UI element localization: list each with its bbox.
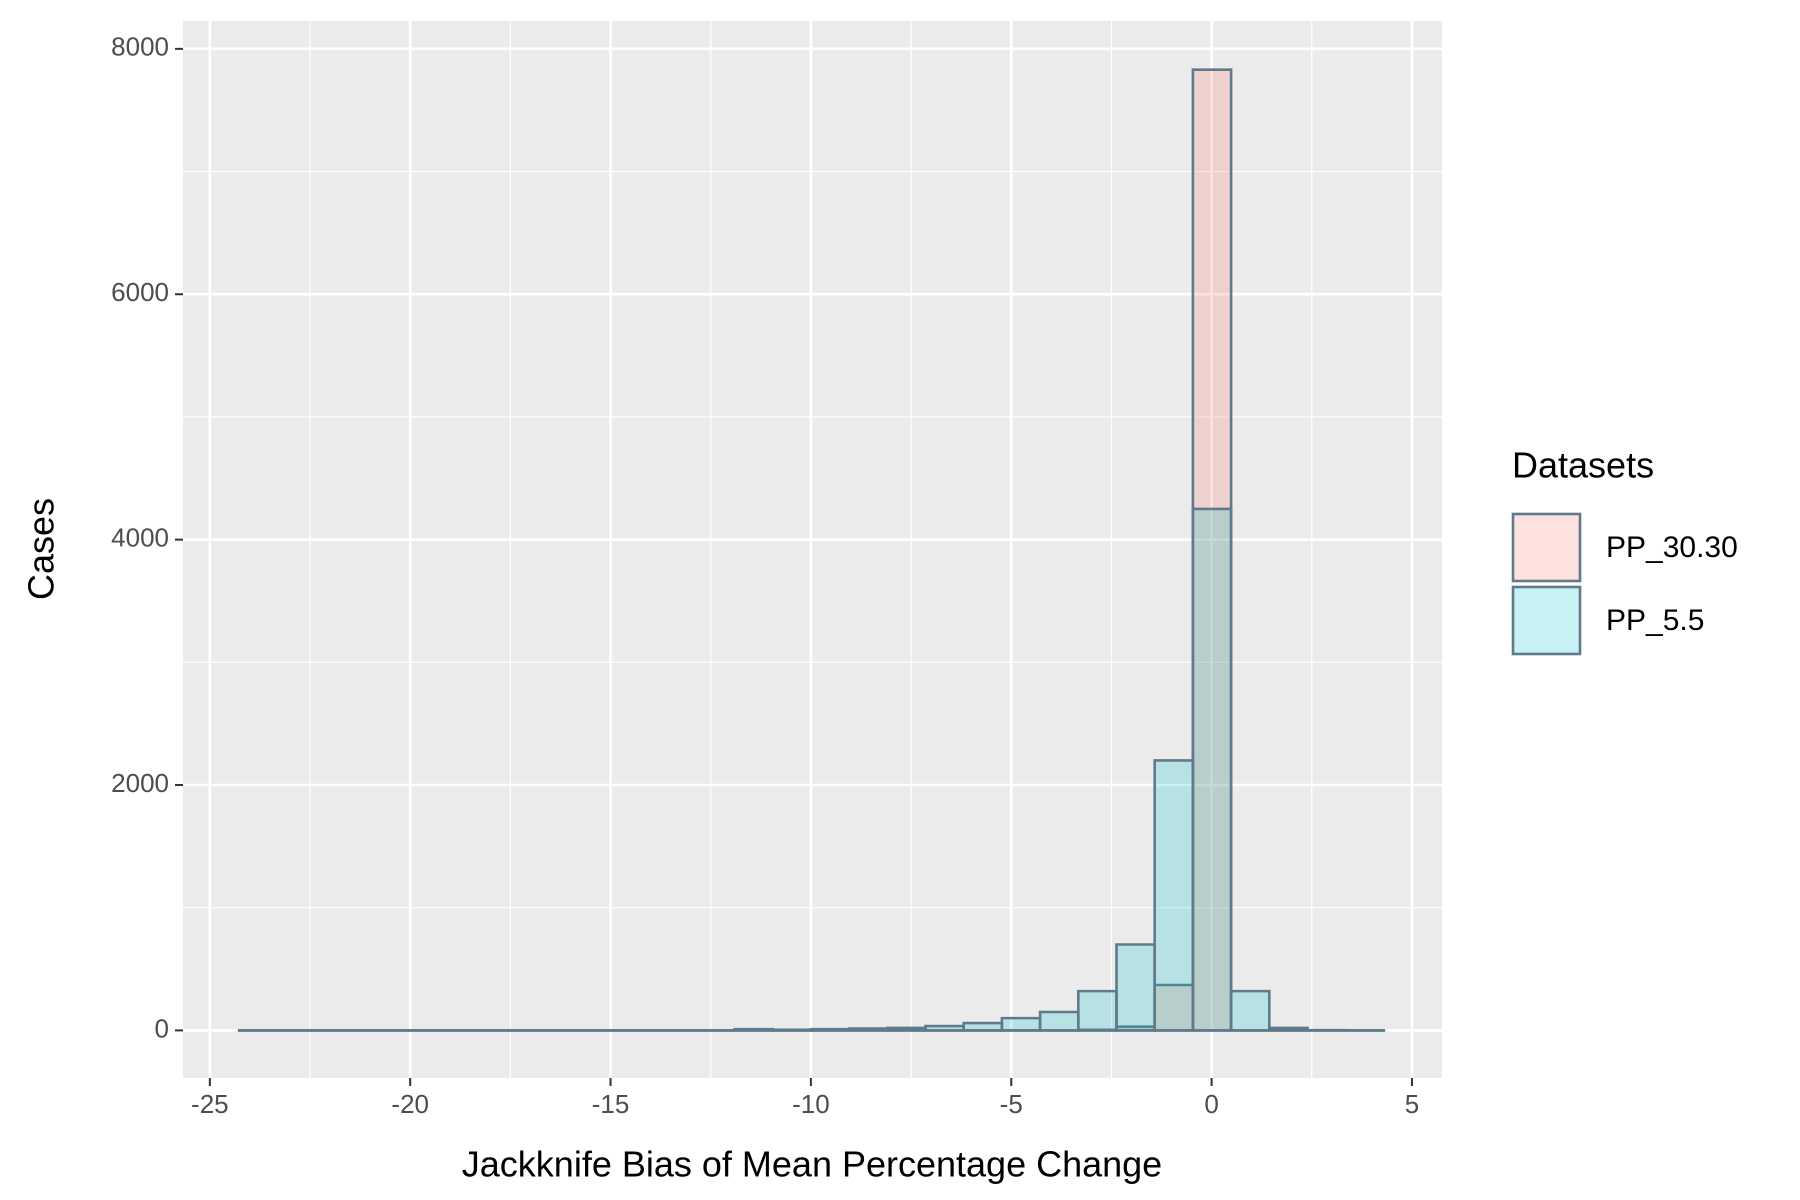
- panel: [183, 21, 1442, 1078]
- bar: [1153, 759, 1195, 1032]
- y-axis-title: Cases: [21, 498, 62, 600]
- x-tick-label: 5: [1405, 1089, 1419, 1119]
- x-axis-title: Jackknife Bias of Mean Percentage Change: [462, 1144, 1162, 1185]
- bar: [1038, 1010, 1080, 1032]
- bar: [885, 1026, 927, 1032]
- axes: -25 -20 -15 -10 -5 0 5 0 2000 4000 6000 8000: [111, 32, 1419, 1119]
- x-tick-label: -25: [191, 1089, 229, 1119]
- bar: [847, 1027, 889, 1032]
- bar: [1268, 1026, 1309, 1032]
- bar: [924, 1024, 965, 1032]
- legend-label: PP_5.5: [1606, 604, 1704, 637]
- legend-key: [1511, 512, 1582, 583]
- y-tick-label: 6000: [111, 277, 169, 307]
- y-tick-label: 0: [155, 1013, 169, 1043]
- bar: [1000, 1016, 1042, 1032]
- bar: [809, 1027, 851, 1032]
- bar: [1115, 943, 1156, 1032]
- legend-title: Datasets: [1512, 445, 1654, 486]
- bar: [733, 1027, 774, 1032]
- y-tick-label: 8000: [111, 32, 169, 62]
- x-tick-label: -20: [391, 1089, 429, 1119]
- legend-key: [1511, 585, 1582, 656]
- x-tick-label: -10: [792, 1089, 830, 1119]
- legend-label: PP_30.30: [1606, 531, 1738, 564]
- bar: [962, 1021, 1004, 1032]
- bars: [237, 68, 1386, 1032]
- bar: [1077, 989, 1118, 1032]
- x-tick-label: -5: [1000, 1089, 1023, 1119]
- bar: [1229, 989, 1271, 1032]
- x-tick-label: 0: [1204, 1089, 1218, 1119]
- y-tick-label: 4000: [111, 522, 169, 552]
- y-tick-label: 2000: [111, 768, 169, 798]
- bar: [1191, 507, 1233, 1032]
- legend: Datasets PP_30.30 PP_5.5: [1511, 445, 1738, 656]
- x-tick-label: -15: [592, 1089, 630, 1119]
- bar: [771, 1028, 813, 1032]
